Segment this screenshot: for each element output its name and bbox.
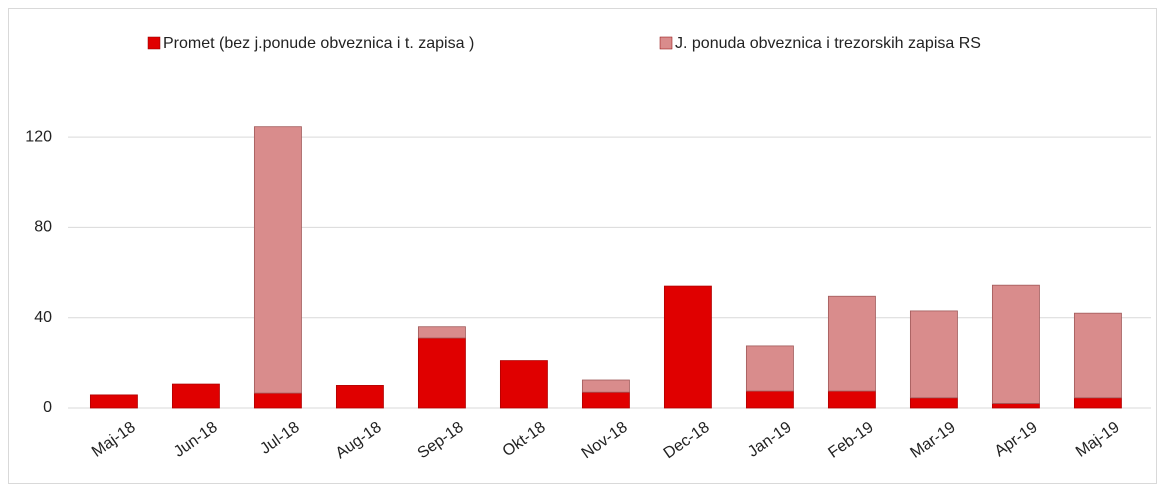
bar-segment [909, 397, 958, 409]
bar-segment [745, 390, 794, 409]
legend-swatch [659, 36, 673, 50]
bar-segment [909, 310, 958, 399]
bar-segment [991, 403, 1040, 409]
y-tick-label: 0 [43, 399, 52, 416]
bar-segment [171, 383, 220, 409]
bar-segment [991, 284, 1040, 404]
bar-segment [499, 360, 548, 409]
y-tick-label: 120 [25, 128, 52, 145]
bar-segment [89, 394, 138, 409]
bar-segment [827, 295, 876, 392]
bar-segment [417, 337, 466, 409]
chart-border [8, 8, 1157, 484]
bar-segment [253, 392, 302, 409]
bar-segment [745, 345, 794, 392]
legend-label: J. ponuda obveznica i trezorskih zapisa … [675, 35, 981, 52]
y-tick-label: 80 [34, 219, 52, 236]
bar-segment [1073, 312, 1122, 399]
bar-segment [417, 326, 466, 339]
bar-segment [335, 385, 384, 409]
legend-label: Promet (bez j.ponude obveznica i t. zapi… [163, 35, 474, 52]
bar-segment [827, 390, 876, 409]
bar-segment [663, 285, 712, 409]
bar-segment [581, 379, 630, 393]
y-tick-label: 40 [34, 309, 52, 326]
bar-segment [581, 391, 630, 409]
bar-segment [253, 126, 302, 394]
legend-swatch [147, 36, 161, 50]
bar-segment [1073, 397, 1122, 409]
